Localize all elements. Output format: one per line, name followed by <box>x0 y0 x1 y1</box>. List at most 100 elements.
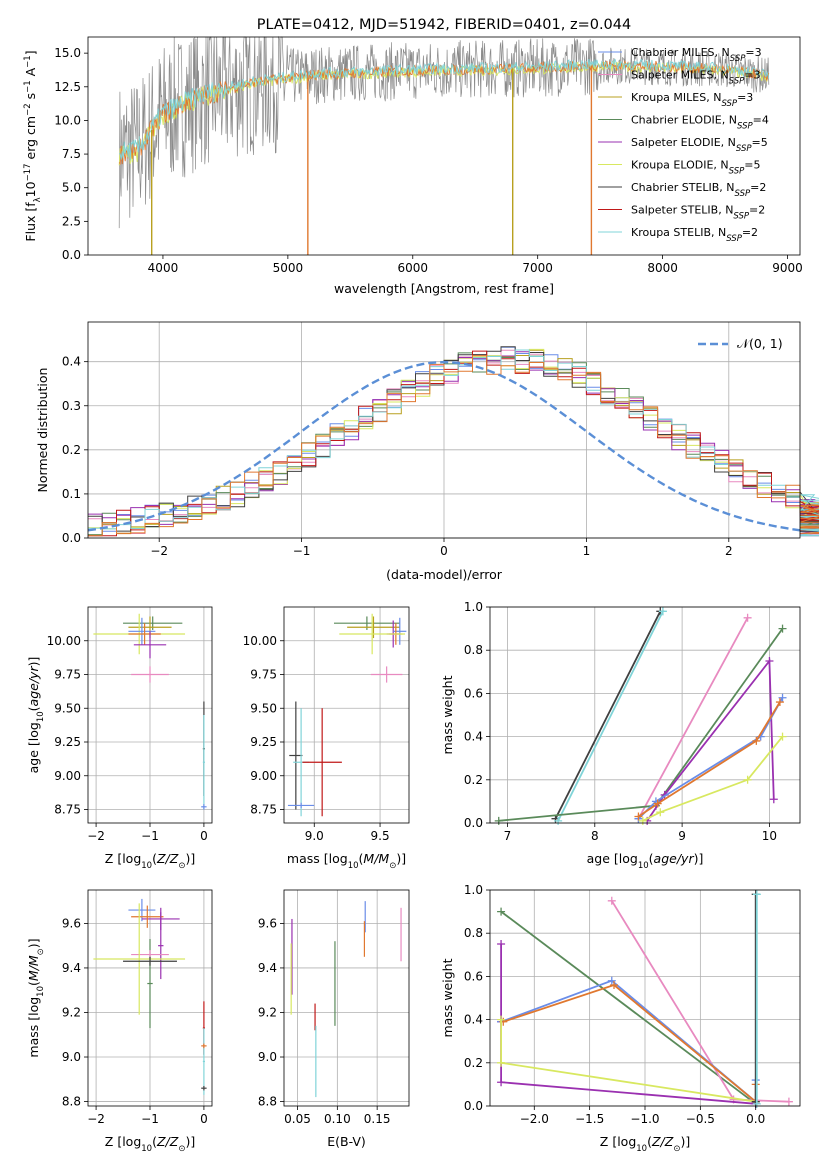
y-tick-label: 9.4 <box>258 961 277 975</box>
x-tick-label: 6000 <box>397 261 428 275</box>
y-tick-label: 9.50 <box>54 701 81 715</box>
x-tick-label: 0 <box>440 544 448 558</box>
x-axis-label: E(B-V) <box>327 1134 366 1149</box>
y-tick-label: 12.5 <box>54 80 81 94</box>
y-tick-label: 9.0 <box>62 1050 81 1064</box>
y-tick-label: 7.5 <box>62 147 81 161</box>
y-tick-label: 0.3 <box>62 399 81 413</box>
y-tick-label: 10.00 <box>47 634 81 648</box>
weight-marker <box>784 1097 793 1106</box>
y-tick-label: 0.0 <box>62 531 81 545</box>
weight-marker <box>497 940 506 948</box>
x-axis-label: wavelength [Angstrom, rest frame] <box>334 281 554 296</box>
model-spectrum <box>119 58 770 161</box>
weight-marker <box>497 1078 506 1087</box>
y-tick-label: 9.4 <box>62 961 81 975</box>
x-tick-label: 9.5 <box>371 829 390 843</box>
x-tick-label: 0.0 <box>746 1112 765 1126</box>
weight-marker <box>653 799 662 808</box>
x-tick-label: 0 <box>200 829 208 843</box>
legend-entry: Salpeter MILES, NSSP=3 <box>631 69 761 87</box>
y-tick-label: 10.00 <box>243 634 277 648</box>
weight-marker <box>743 613 752 622</box>
x-tick-label: 0.10 <box>324 1112 351 1126</box>
weight-series-line <box>500 910 757 1105</box>
x-tick-label: 0.05 <box>284 1112 311 1126</box>
x-tick-label: 8000 <box>647 261 678 275</box>
y-tick-label: 8.8 <box>62 1095 81 1109</box>
y-tick-label: 9.75 <box>54 668 81 682</box>
weight-marker <box>554 816 563 825</box>
chart-title: PLATE=0412, MJD=51942, FIBERID=0401, z=0… <box>257 17 631 33</box>
x-tick-label: 10 <box>762 829 777 843</box>
weight-marker <box>634 812 643 821</box>
x-tick-label: −2 <box>87 829 105 843</box>
y-tick-label: 0.4 <box>464 730 483 744</box>
y-tick-label: 1.0 <box>464 883 483 897</box>
weight-marker <box>778 693 787 702</box>
legend-entry: Chabrier ELODIE, NSSP=4 <box>631 114 769 132</box>
y-tick-label: 8.75 <box>54 803 81 817</box>
y-tick-label: 0.2 <box>464 1056 483 1070</box>
y-tick-label: 9.0 <box>258 1050 277 1064</box>
legend-entry: Kroupa STELIB, NSSP=2 <box>631 226 758 244</box>
y-tick-label: 8.8 <box>258 1095 277 1109</box>
weight-marker <box>494 816 503 825</box>
y-tick-label: 0.0 <box>464 1099 483 1113</box>
axes-frame-4 <box>489 606 801 824</box>
legend-entry: Kroupa ELODIE, NSSP=5 <box>631 159 761 177</box>
x-axis-label: Z [log10(Z/Z⊙)] <box>105 851 195 871</box>
y-axis-label: Flux [fλ10−17 erg cm−2 s−1 A−1] <box>23 50 43 241</box>
weight-marker <box>497 1015 506 1024</box>
y-tick-label: 0.8 <box>464 926 483 940</box>
x-tick-label: −1 <box>293 544 311 558</box>
x-tick-label: 7000 <box>522 261 553 275</box>
weight-marker <box>743 775 752 784</box>
weight-marker <box>752 1099 761 1108</box>
y-tick-label: 9.25 <box>54 735 81 749</box>
y-axis-label: age [log10(age/yr)] <box>26 657 46 774</box>
y-axis-label: mass weight <box>440 958 455 1037</box>
y-tick-label: 9.75 <box>250 668 277 682</box>
normal-distribution-curve <box>87 360 801 532</box>
weight-series-line <box>637 617 749 820</box>
y-tick-label: 0.4 <box>62 355 81 369</box>
y-tick-label: 9.6 <box>258 916 277 930</box>
weight-series-line <box>503 983 757 1104</box>
y-tick-label: 0.0 <box>62 248 81 262</box>
y-tick-label: 8.75 <box>250 803 277 817</box>
weight-series-line <box>500 979 757 1104</box>
y-tick-label: 0.6 <box>464 969 483 983</box>
weight-marker <box>769 795 778 804</box>
x-tick-label: −1.0 <box>630 1112 659 1126</box>
y-tick-label: 10.0 <box>54 113 81 127</box>
y-axis-label: Normed distribution <box>35 368 50 493</box>
y-tick-label: 0.8 <box>464 643 483 657</box>
x-tick-label: 0 <box>200 1112 208 1126</box>
y-tick-label: 0.2 <box>62 443 81 457</box>
x-tick-label: −0.5 <box>686 1112 715 1126</box>
residual-histogram <box>88 355 819 537</box>
y-tick-label: 0.4 <box>464 1013 483 1027</box>
weight-marker <box>497 1058 506 1067</box>
legend-entry: Chabrier STELIB, NSSP=2 <box>631 181 766 199</box>
y-tick-label: 5.0 <box>62 181 81 195</box>
y-tick-label: 9.25 <box>250 735 277 749</box>
y-tick-label: 9.2 <box>62 1005 81 1019</box>
weight-marker <box>607 896 616 905</box>
weight-series-line <box>557 610 664 822</box>
y-tick-label: 9.6 <box>62 916 81 930</box>
weight-series-line <box>646 658 775 822</box>
x-tick-label: 1 <box>583 544 591 558</box>
weight-marker <box>658 607 667 616</box>
x-tick-label: 9.0 <box>305 829 324 843</box>
x-tick-label: −2 <box>87 1112 105 1126</box>
y-tick-label: 0.6 <box>464 686 483 700</box>
x-tick-label: 4000 <box>148 261 179 275</box>
y-tick-label: 0.0 <box>464 816 483 830</box>
x-axis-label: age [log10(age/yr)] <box>587 851 704 871</box>
axes-frame-3 <box>283 606 410 824</box>
x-tick-label: −2.0 <box>520 1112 549 1126</box>
x-tick-label: 7 <box>504 829 512 843</box>
